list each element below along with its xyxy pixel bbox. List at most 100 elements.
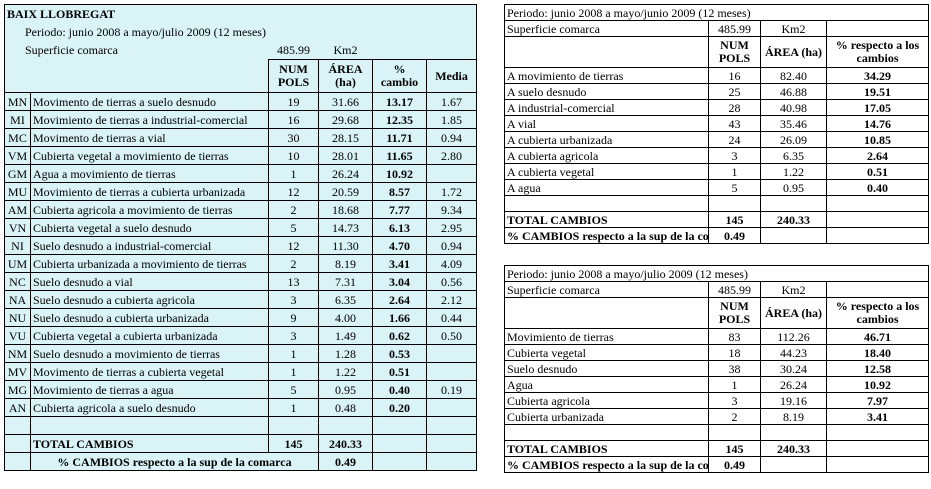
row-area: 40.98 [760, 99, 827, 116]
pct-value: 0.49 [708, 227, 761, 244]
row-area: 11.30 [318, 236, 373, 255]
row-area: 1.49 [318, 326, 373, 345]
rt-header-pct: % respecto a los cambios [825, 36, 930, 68]
row-description: Suelo desnudo a vial [30, 272, 269, 291]
row-media: 0.94 [425, 128, 478, 147]
pct-row: % CAMBIOS respecto a la sup de la comarc… [504, 456, 930, 473]
table-row: A cubierta agricola 3 6.35 2.64 [504, 147, 930, 164]
row-num-pols: 1 [708, 376, 761, 393]
row-media: 2.80 [425, 146, 478, 165]
row-code: NA [4, 290, 31, 309]
row-num-pols: 2 [268, 200, 319, 219]
table-row: MI Movimiento de tierras a industrial-com… [4, 110, 478, 129]
row-area: 8.19 [760, 408, 827, 425]
left-surface-label: Superficie comarca [4, 41, 269, 60]
rt-surface-value: 485.99 [708, 20, 761, 37]
row-num-pols: 38 [708, 360, 761, 377]
row-pct: 19.51 [825, 83, 930, 100]
table-row: NU Suelo desnudo a cubierta urbanizada 9 4.… [4, 308, 478, 327]
total-label: TOTAL CAMBIOS [504, 211, 709, 228]
row-media: 0.19 [425, 380, 478, 399]
total-num: 145 [708, 440, 761, 457]
total-row: TOTAL CAMBIOS 145 240.33 [504, 440, 930, 457]
table-row: MV Movimento de tierras a cubierta vegeta… [4, 362, 478, 381]
row-description: Suelo desnudo a movimiento de tierras [30, 344, 269, 363]
row-num-pols: 28 [708, 99, 761, 116]
row-area: 31.66 [318, 92, 373, 111]
row-description: Cubierta vegetal [504, 344, 709, 361]
left-surface-unit: Km2 [333, 43, 358, 57]
row-num-pols: 1 [268, 398, 319, 417]
table-row: A cubierta urbanizada 24 26.09 10.85 [504, 131, 930, 148]
row-pct: 14.76 [825, 115, 930, 132]
row-area: 7.31 [318, 272, 373, 291]
pct-label: % CAMBIOS respecto a la sup de la comarc… [504, 227, 709, 244]
row-media: 0.44 [425, 308, 478, 327]
table-row: VM Cubierta vegetal a movimiento de tierr… [4, 146, 478, 165]
row-pct: 10.85 [825, 131, 930, 148]
table-row: A suelo desnudo 25 46.88 19.51 [504, 83, 930, 100]
row-code: NC [4, 272, 31, 291]
left-table: BAIX LLOBREGAT Periodo: junio 2008 a may… [3, 4, 478, 471]
row-num-pols: 5 [268, 218, 319, 237]
row-media [425, 362, 478, 381]
row-pct: 0.40 [825, 179, 930, 196]
row-pct: 2.64 [372, 290, 427, 309]
table-row: AM Cubierta agricola a movimiento de tier… [4, 200, 478, 219]
total-row: TOTAL CAMBIOS 145 240.33 [504, 211, 930, 228]
table-row: GM Agua a movimiento de tierras 1 26.24 10.9… [4, 164, 478, 183]
rb-header-num-pols: NUM POLS [708, 297, 761, 329]
empty-cell [372, 416, 427, 435]
empty-cell [504, 195, 709, 212]
row-num-pols: 3 [708, 392, 761, 409]
row-code: MU [4, 182, 31, 201]
row-num-pols: 13 [268, 272, 319, 291]
row-num-pols: 30 [268, 128, 319, 147]
row-area: 20.59 [318, 182, 373, 201]
row-pct: 12.58 [825, 360, 930, 377]
row-pct: 8.57 [372, 182, 427, 201]
row-code: GM [4, 164, 31, 183]
row-pct: 6.13 [372, 218, 427, 237]
empty-cell [825, 211, 930, 228]
row-description: Movimiento de tierras a industrial-comer… [30, 110, 269, 129]
row-media [425, 398, 478, 417]
row-description: A industrial-comercial [504, 99, 709, 116]
row-area: 0.95 [760, 179, 827, 196]
row-num-pols: 12 [268, 182, 319, 201]
row-media: 1.67 [425, 92, 478, 111]
pct-label: % CAMBIOS respecto a la sup de la comarc… [30, 452, 319, 471]
row-code: MV [4, 362, 31, 381]
empty-cell [4, 452, 31, 471]
row-description: Cubierta vegetal a cubierta urbanizada [30, 326, 269, 345]
row-description: A movimiento de tierras [504, 67, 709, 84]
row-code: VN [4, 218, 31, 237]
table-row: NC Suelo desnudo a vial 13 7.31 3.04 0.56 [4, 272, 478, 291]
row-description: Cubierta vegetal a movimiento de tierras [30, 146, 269, 165]
table-row: Cubierta agricola 3 19.16 7.97 [504, 392, 930, 409]
row-area: 14.73 [318, 218, 373, 237]
row-code: MC [4, 128, 31, 147]
row-media: 0.56 [425, 272, 478, 291]
table-row: MU Movimiento de tierras a cubierta urban… [4, 182, 478, 201]
row-area: 29.68 [318, 110, 373, 129]
pct-row: % CAMBIOS respecto a la sup de la comarc… [4, 452, 478, 471]
right-top-table: Periodo: junio 2008 a mayo/junio 2009 (1… [503, 4, 930, 244]
empty-cell [760, 456, 827, 473]
table-row: VU Cubierta vegetal a cubierta urbanizada… [4, 326, 478, 345]
row-description: Cubierta agricola [504, 392, 709, 409]
rb-surface-label: Superficie comarca [504, 281, 709, 298]
row-area: 1.22 [318, 362, 373, 381]
table-row: UM Cubierta urbanizada a movimiento de ti… [4, 254, 478, 273]
row-area: 1.28 [318, 344, 373, 363]
empty-cell [268, 416, 319, 435]
pct-value: 0.49 [318, 452, 373, 471]
row-pct: 11.65 [372, 146, 427, 165]
empty-cell [425, 434, 478, 453]
row-pct: 0.62 [372, 326, 427, 345]
rt-header-num-pols: NUM POLS [708, 36, 761, 68]
left-period: Periodo: junio 2008 a mayo/julio 2009 (1… [3, 23, 478, 41]
table-row: MG Movimiento de tierras a agua 5 0.95 0.40 0… [4, 380, 478, 399]
table-row: MC Movimento de tierras a vial 30 28.15 11.7… [4, 128, 478, 147]
table-row: NA Suelo desnudo a cubierta agricola 3 6.35… [4, 290, 478, 309]
